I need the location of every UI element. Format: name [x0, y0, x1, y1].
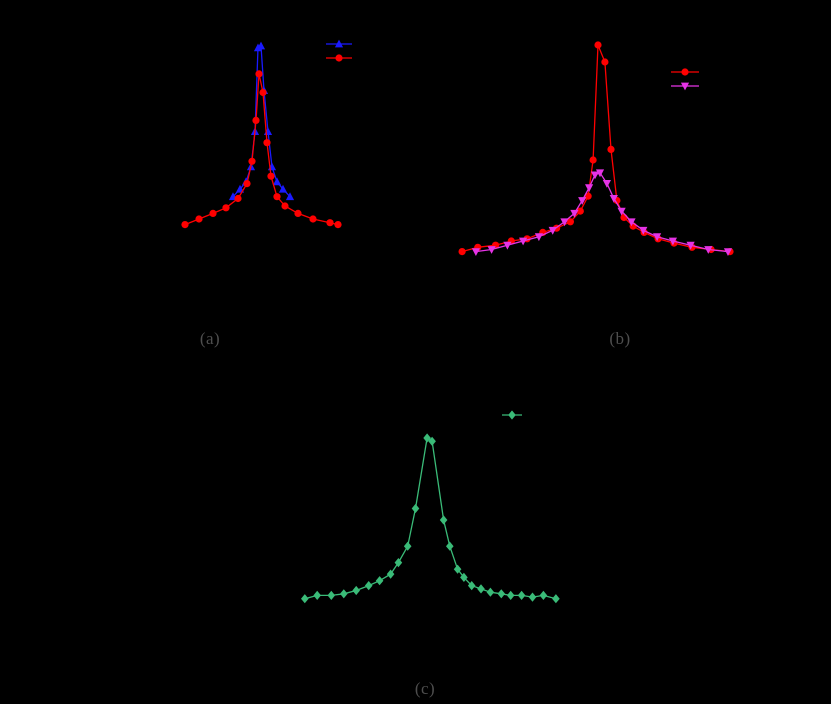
circle-marker [589, 156, 597, 164]
triangle-down-marker [617, 207, 626, 216]
circle-marker [222, 204, 230, 212]
triangle-down-marker [471, 248, 480, 256]
diamond-marker [539, 590, 548, 600]
triangle-up-marker [285, 192, 295, 201]
diamond-marker [453, 564, 462, 574]
diamond-marker [423, 433, 431, 443]
diamond-marker [528, 592, 537, 602]
triangle-down-marker [548, 226, 557, 235]
circle-marker [334, 221, 342, 229]
triangle-down-marker [595, 169, 605, 178]
diamond-marker [403, 541, 412, 551]
triangle-down-marker [653, 233, 662, 242]
circle-marker [243, 180, 251, 188]
triangle-down-marker [578, 197, 587, 205]
diamond-marker [375, 576, 384, 586]
triangle-up-marker [263, 127, 273, 135]
diamond-marker [428, 436, 436, 446]
triangle-up-marker [334, 39, 344, 48]
red-circle-series-line [461, 44, 731, 253]
circle-marker [601, 58, 609, 66]
triangle-down-marker [534, 233, 543, 242]
diamond-marker [411, 503, 420, 514]
circle-marker [263, 139, 271, 147]
panel-label-b: (b) [609, 329, 631, 348]
triangle-down-marker [503, 241, 512, 250]
triangle-down-marker [585, 184, 594, 193]
red-circle-series-line [184, 73, 339, 226]
diamond-marker [486, 587, 495, 597]
triangle-down-marker [639, 226, 648, 235]
circle-marker [309, 215, 317, 223]
circle-marker [681, 68, 689, 76]
triangle-down-marker [686, 241, 695, 250]
triangle-down-marker [723, 248, 733, 256]
circle-marker [259, 88, 267, 97]
circle-marker [607, 145, 615, 153]
triangle-down-marker [602, 180, 611, 188]
triangle-down-marker [590, 171, 600, 180]
green-diamond-series-line [304, 436, 557, 600]
diamond-marker [467, 581, 476, 591]
triangle-down-marker [680, 82, 690, 91]
circle-marker [273, 193, 281, 201]
diamond-marker [477, 584, 485, 594]
circle-marker [594, 41, 602, 49]
circle-marker [252, 116, 260, 124]
circle-marker [234, 194, 242, 203]
circle-marker [181, 221, 189, 229]
circle-marker [209, 209, 217, 217]
triangle-down-marker [627, 218, 636, 227]
diamond-marker [327, 590, 336, 600]
diamond-marker [497, 589, 506, 599]
diamond-marker [506, 590, 515, 600]
diamond-marker [517, 590, 526, 600]
diamond-marker [394, 558, 403, 568]
blue-triangle-series-line [232, 44, 291, 198]
circle-marker [566, 218, 575, 226]
triangle-down-marker [609, 195, 618, 203]
diamond-marker [386, 569, 395, 579]
circle-marker [255, 70, 263, 78]
circle-marker [294, 209, 302, 217]
diamond-marker [439, 515, 448, 525]
triangle-up-marker [256, 41, 266, 50]
circle-marker [195, 215, 203, 223]
triangle-down-marker [668, 237, 677, 246]
circle-marker [458, 248, 466, 256]
triangle-down-marker [570, 209, 579, 218]
diamond-marker [340, 589, 348, 599]
circle-marker [584, 192, 592, 200]
circle-marker [576, 207, 584, 215]
circle-marker [326, 219, 334, 227]
diamond-marker [508, 410, 516, 420]
triangle-up-marker [278, 184, 288, 193]
circle-marker [267, 172, 275, 180]
diamond-marker [460, 572, 468, 582]
circle-marker [248, 157, 256, 165]
circle-marker [335, 54, 343, 62]
panel-label-a: (a) [199, 329, 221, 348]
diamond-marker [301, 594, 309, 604]
triangle-up-marker [272, 177, 282, 186]
diamond-marker [446, 541, 454, 551]
circle-marker [281, 202, 289, 210]
diamond-marker [352, 585, 360, 596]
triangle-down-marker [487, 246, 496, 254]
diamond-marker [364, 581, 373, 591]
triangle-down-marker [560, 218, 569, 227]
triangle-down-marker [704, 246, 713, 254]
triangle-down-marker [519, 237, 528, 246]
panel-label-c: (c) [414, 679, 436, 698]
diamond-marker [552, 594, 560, 604]
diamond-marker [313, 590, 321, 600]
